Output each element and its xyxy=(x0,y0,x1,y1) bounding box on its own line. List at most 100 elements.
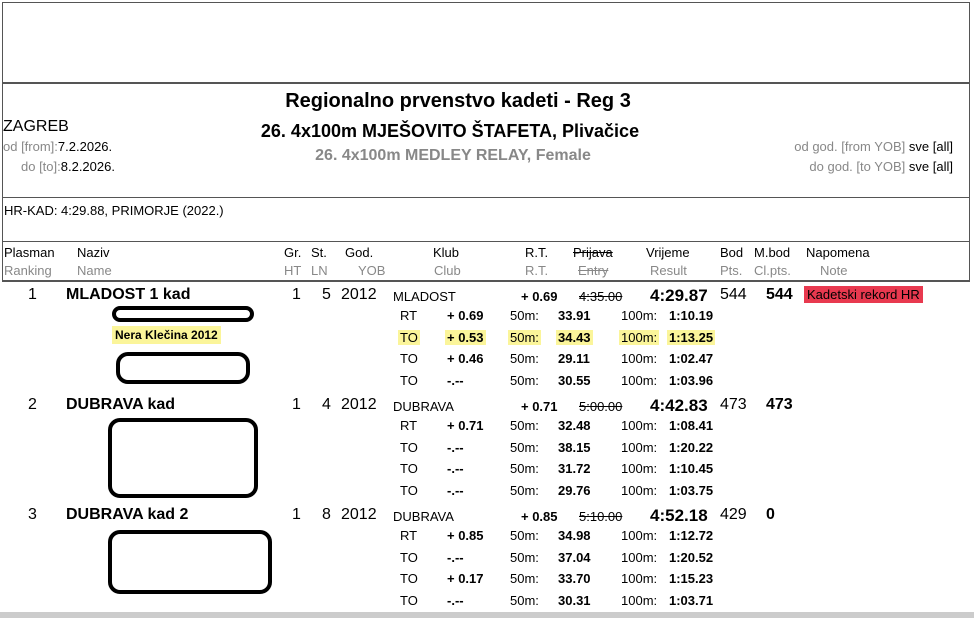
entry-time: 5:10.00 xyxy=(579,509,623,524)
split-50-label: 50m: xyxy=(510,482,539,498)
split-100: 1:20.22 xyxy=(669,439,714,455)
leg-type: TO xyxy=(400,482,418,498)
leg-reaction: -.-- xyxy=(447,549,464,565)
yob: 2012 xyxy=(341,396,377,413)
column-header-ln: St. xyxy=(311,245,327,260)
class-points: 544 xyxy=(766,286,793,303)
split-100-label: 100m: xyxy=(621,372,658,388)
split-100: 1:12.72 xyxy=(669,528,714,543)
split-50: 33.91 xyxy=(558,308,591,323)
yob-from: sve [all] xyxy=(908,139,953,154)
split-50-label: 50m: xyxy=(510,372,539,388)
leg-reaction: -.-- xyxy=(447,461,464,476)
leg-type: TO xyxy=(398,329,420,345)
leg-reaction: -.-- xyxy=(447,482,464,498)
yob-from-label: od god. [from YOB] xyxy=(794,139,906,154)
split-100-label: 100m: xyxy=(621,418,658,433)
class-points: 0 xyxy=(766,506,775,523)
split-100-label: 100m: xyxy=(621,351,658,366)
split-100-label: 100m: xyxy=(621,461,658,476)
split-100: 1:15.23 xyxy=(669,571,714,586)
lane: 4 xyxy=(322,396,331,413)
split-50-label: 50m: xyxy=(510,571,539,586)
split-100: 1:03.75 xyxy=(669,482,714,498)
split-50: 30.55 xyxy=(558,372,591,388)
split-50-label: 50m: xyxy=(510,439,539,455)
heat: 1 xyxy=(292,506,301,523)
column-header-en: LN xyxy=(311,263,328,278)
leg-reaction: + 0.46 xyxy=(447,351,484,366)
split-50-label: 50m: xyxy=(510,351,539,366)
split-100: 1:20.52 xyxy=(669,549,714,565)
yob-to: sve [all] xyxy=(908,159,953,174)
column-header-en: Entry xyxy=(578,263,609,278)
club: DUBRAVA xyxy=(393,399,454,414)
leg-reaction: + 0.71 xyxy=(447,418,484,433)
split-50: 29.11 xyxy=(558,351,590,366)
leg-type: TO xyxy=(400,439,418,455)
split-100-label: 100m: xyxy=(621,592,658,608)
entry-time: 4:35.00 xyxy=(579,289,623,304)
column-header-en: YOB xyxy=(358,263,386,278)
split-100-label: 100m: xyxy=(621,482,658,498)
column-header-ht: Gr. xyxy=(284,245,302,260)
column-header-en: Pts. xyxy=(720,263,743,278)
event-title-en: 26. 4x100m MEDLEY RELAY, Female xyxy=(315,147,591,164)
leg-reaction: + 0.53 xyxy=(445,329,486,345)
result-time: 4:52.18 xyxy=(650,506,708,525)
points: 473 xyxy=(720,396,747,413)
split-100: 1:03.71 xyxy=(669,592,714,608)
split-50: 29.76 xyxy=(558,482,591,498)
leg-reaction: -.-- xyxy=(447,372,464,388)
leg-reaction: + 0.17 xyxy=(447,571,484,586)
leg-type: TO xyxy=(400,592,418,608)
leg-reaction: + 0.69 xyxy=(447,308,484,323)
column-header-club: Klub xyxy=(433,245,460,260)
split-100: 1:13.25 xyxy=(667,329,716,345)
split-50-label: 50m: xyxy=(510,308,539,323)
lane: 5 xyxy=(322,286,331,303)
column-header-note: Napomena xyxy=(806,245,870,260)
column-header-en: Note xyxy=(820,263,848,278)
lane: 8 xyxy=(322,506,331,523)
yob: 2012 xyxy=(341,286,377,303)
leg-type: RT xyxy=(400,418,418,433)
rank: 2 xyxy=(28,396,37,413)
entry-time: 5:00.00 xyxy=(579,399,623,414)
city: ZAGREB xyxy=(3,118,69,135)
heat: 1 xyxy=(292,286,301,303)
record-line: HR-KAD: 4:29.88, PRIMORJE (2022.) xyxy=(4,203,224,218)
split-50: 31.72 xyxy=(558,461,591,476)
split-50: 37.04 xyxy=(558,549,591,565)
column-header-ranking: Plasman xyxy=(4,245,55,260)
note-badge: Kadetski rekord HR xyxy=(804,286,923,303)
split-50-label: 50m: xyxy=(508,329,541,345)
leg-reaction: -.-- xyxy=(447,439,464,455)
from-date: 7.2.2026. xyxy=(57,139,113,154)
column-header-rt: R.T. xyxy=(525,245,549,260)
leg-type: TO xyxy=(400,351,418,366)
leg-type: RT xyxy=(400,528,418,543)
to-date: 8.2.2026. xyxy=(60,159,115,174)
split-100-label: 100m: xyxy=(619,329,660,345)
column-header-en: Cl.pts. xyxy=(754,263,791,278)
split-100: 1:08.41 xyxy=(669,418,714,433)
leg-type: TO xyxy=(400,549,418,565)
column-header-en: Result xyxy=(650,263,687,278)
team-name: DUBRAVA kad 2 xyxy=(66,506,189,523)
column-header-clpts: M.bod xyxy=(754,245,791,260)
column-header-yob: God. xyxy=(345,245,374,260)
redacted-swimmer-box xyxy=(108,418,258,498)
split-100: 1:03.96 xyxy=(669,372,714,388)
leg-reaction: + 0.85 xyxy=(447,528,484,543)
column-header-en: HT xyxy=(284,263,302,278)
split-100: 1:10.19 xyxy=(669,308,714,323)
leg-type: TO xyxy=(400,372,418,388)
column-header-entry: Prijava xyxy=(573,245,613,260)
column-header-en: Club xyxy=(434,263,461,278)
heat: 1 xyxy=(292,396,301,413)
leg-reaction: -.-- xyxy=(447,592,464,608)
split-50-label: 50m: xyxy=(510,549,539,565)
split-50: 34.98 xyxy=(558,528,591,543)
split-50: 33.70 xyxy=(558,571,591,586)
